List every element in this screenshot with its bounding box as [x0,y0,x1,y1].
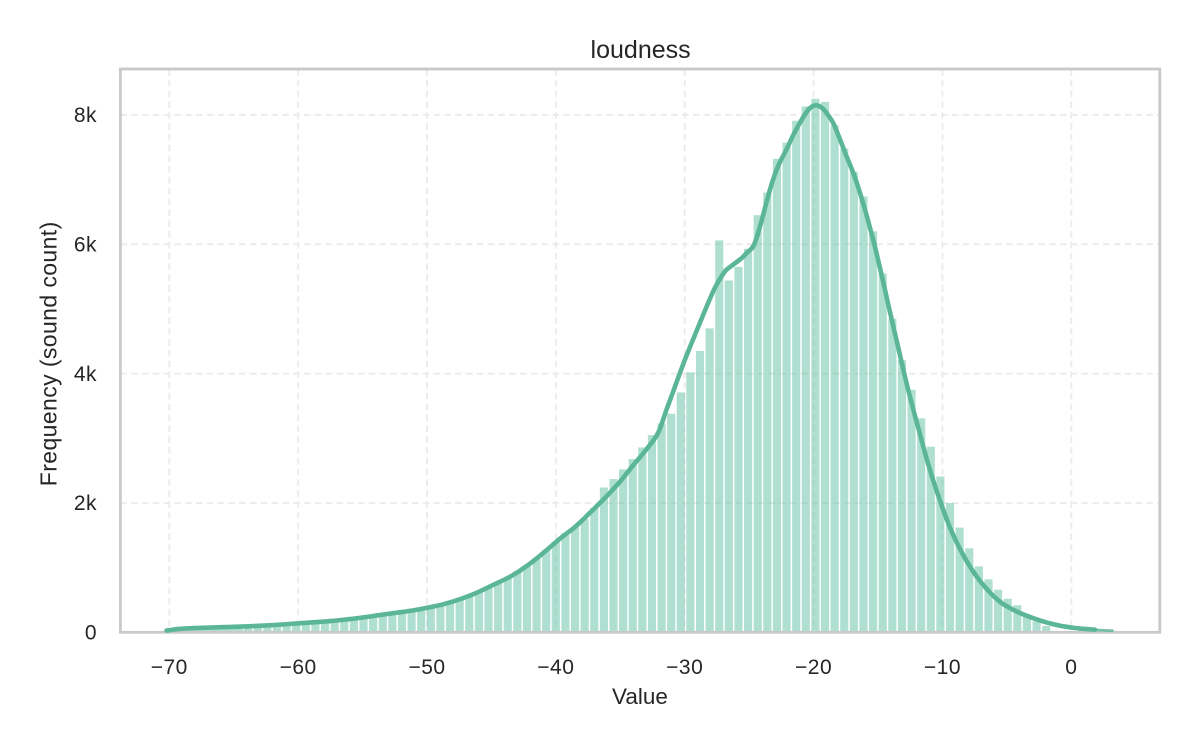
svg-text:0: 0 [1065,656,1077,679]
svg-text:−50: −50 [408,656,445,679]
svg-text:loudness: loudness [591,36,691,64]
svg-text:−30: −30 [666,656,703,679]
svg-text:−70: −70 [151,656,188,679]
svg-text:4k: 4k [74,363,97,386]
svg-text:−40: −40 [537,656,574,679]
svg-text:Value: Value [612,684,668,709]
svg-text:Frequency (sound count): Frequency (sound count) [35,221,61,486]
svg-text:−20: −20 [795,656,832,679]
svg-text:6k: 6k [74,233,97,256]
svg-text:0: 0 [85,622,97,645]
svg-text:8k: 8k [74,104,97,127]
svg-text:−60: −60 [280,656,317,679]
svg-text:2k: 2k [74,492,97,515]
svg-text:−10: −10 [924,656,961,679]
